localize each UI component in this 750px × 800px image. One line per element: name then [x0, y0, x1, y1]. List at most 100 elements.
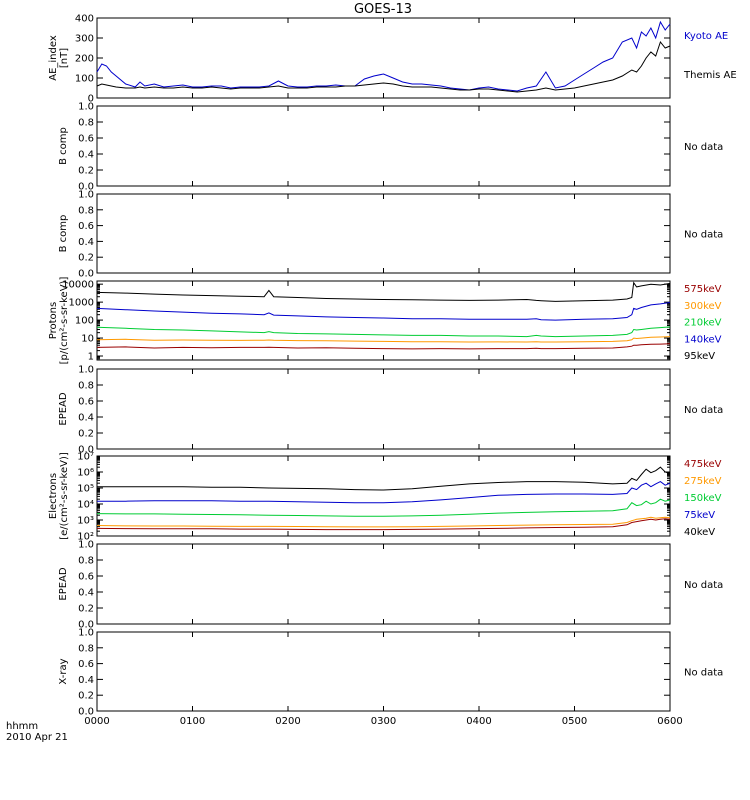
y-tick-label: 0.8: [78, 643, 94, 654]
series-line-95kev: [96, 281, 671, 302]
panel-6: 10² 10³ 10⁴ 10⁵ 10⁶ 10⁷ Electrons [e/(cm²-s-sr-…: [48, 452, 722, 543]
series-line-themis-ae: [96, 40, 671, 93]
y-tick-label: 10⁶: [77, 468, 94, 479]
legend-entry: 150keV: [684, 493, 722, 504]
y-axis-label: [p/(cm²-s-sr-keV)]: [59, 277, 70, 365]
y-tick-label: 300: [75, 34, 94, 45]
y-tick-label: 10²: [77, 532, 94, 543]
series-line-150kev: [96, 498, 671, 517]
y-tick-label: 0.0: [78, 182, 94, 193]
legend-entry: 140keV: [684, 334, 722, 345]
y-tick-label: 200: [75, 54, 94, 65]
legend-entry: Kyoto AE: [684, 31, 728, 42]
y-axis-label: [nT]: [59, 48, 70, 68]
y-tick-label: 10³: [77, 516, 94, 527]
panel-frame: [96, 631, 671, 712]
y-axis-label: EPEAD: [58, 392, 69, 426]
legend-entry: 210keV: [684, 318, 722, 329]
panel-8: 0.0 0.2 0.4 0.6 0.8 1.0 X-ray No data: [58, 628, 723, 718]
y-tick-label: 0.8: [78, 118, 94, 129]
x-tick-label: 0500: [562, 716, 587, 727]
y-tick-label: 1.0: [78, 190, 94, 201]
time-format-label: hhmm: [6, 721, 38, 732]
series-line-210kev: [96, 326, 671, 338]
y-tick-label: 0.6: [78, 221, 94, 232]
panel-frame: [96, 368, 671, 450]
panel-1: 0 100 200 300 400 AE_index [nT] Kyoto AE Themis …: [48, 14, 737, 105]
y-tick-label: 1.0: [78, 102, 94, 113]
y-tick-label: 0.6: [78, 572, 94, 583]
x-tick-label: 0100: [180, 716, 205, 727]
panel-frame: [96, 193, 671, 274]
series-line-75kev: [97, 481, 671, 504]
no-data-label: No data: [684, 230, 723, 241]
plot-title: GOES-13: [354, 2, 412, 17]
y-tick-label: 10⁷: [77, 452, 94, 463]
y-tick-label: 0.6: [78, 397, 94, 408]
y-tick-label: 10000: [62, 280, 94, 291]
series-line-kyoto-ae: [96, 20, 671, 92]
y-tick-label: 1: [88, 352, 94, 363]
series-line-300kev: [96, 336, 671, 343]
y-tick-label: 100: [75, 316, 94, 327]
y-tick-label: 1000: [69, 298, 94, 309]
panel-2: 0.0 0.2 0.4 0.6 0.8 1.0 B comp No data: [58, 102, 723, 193]
y-tick-label: 1.0: [78, 365, 94, 376]
no-data-label: No data: [684, 668, 723, 679]
panel-frame: [96, 105, 671, 187]
series-line-40kev: [97, 466, 671, 491]
y-axis-label: [e/(cm²-s-sr-keV)]: [59, 452, 70, 540]
y-tick-label: 0.2: [78, 604, 94, 615]
y-tick-label: 0.0: [78, 269, 94, 280]
y-tick-label: 0.4: [78, 237, 94, 248]
x-tick-label: 0600: [657, 716, 682, 727]
y-tick-label: 0.0: [78, 445, 94, 456]
series-line-475kev: [96, 518, 671, 531]
legend-entry: 75keV: [684, 510, 715, 521]
x-tick-label: 0200: [275, 716, 300, 727]
series-line-575kev: [96, 343, 671, 350]
y-tick-label: 0.2: [78, 253, 94, 264]
y-tick-label: 10⁴: [77, 500, 94, 511]
y-tick-label: 0.6: [78, 659, 94, 670]
legend-entry: 475keV: [684, 459, 722, 470]
y-tick-label: 0.6: [78, 134, 94, 145]
y-tick-label: 10⁵: [77, 484, 94, 495]
panel-frame: [96, 543, 671, 625]
y-tick-label: 0.0: [78, 707, 94, 718]
panel-5: 0.0 0.2 0.4 0.6 0.8 1.0 EPEAD No data: [58, 365, 723, 456]
y-tick-label: 0.8: [78, 556, 94, 567]
x-tick-label: 0000: [84, 716, 109, 727]
legend-entry: 300keV: [684, 301, 722, 312]
y-axis-label: X-ray: [58, 658, 69, 684]
y-axis-label: B comp: [58, 127, 69, 165]
legend-entry: 95keV: [684, 351, 715, 362]
y-tick-label: 0.2: [78, 691, 94, 702]
y-tick-label: 0.4: [78, 150, 94, 161]
legend-entry: 40keV: [684, 527, 715, 538]
y-tick-label: 100: [75, 74, 94, 85]
y-axis-label: AE_index: [48, 35, 59, 81]
x-tick-label: 0300: [371, 716, 396, 727]
y-tick-label: 0.4: [78, 413, 94, 424]
y-tick-label: 0.2: [78, 166, 94, 177]
y-tick-label: 0.8: [78, 205, 94, 216]
no-data-label: No data: [684, 142, 723, 153]
y-axis-label: Electrons: [48, 473, 59, 519]
y-axis-label: EPEAD: [58, 567, 69, 601]
y-tick-label: 0.8: [78, 381, 94, 392]
y-tick-label: 0.2: [78, 429, 94, 440]
y-tick-label: 0.4: [78, 588, 94, 599]
no-data-label: No data: [684, 580, 723, 591]
y-tick-label: 0.0: [78, 620, 94, 631]
y-tick-label: 1.0: [78, 540, 94, 551]
no-data-label: No data: [684, 405, 723, 416]
legend-entry: Themis AE: [683, 70, 737, 81]
legend-entry: 575keV: [684, 284, 722, 295]
y-tick-label: 0: [88, 94, 94, 105]
x-axis-labels: 0000 0100 0200 0300 0400 0500 0600: [84, 716, 682, 727]
legend-entry: 275keV: [684, 476, 722, 487]
